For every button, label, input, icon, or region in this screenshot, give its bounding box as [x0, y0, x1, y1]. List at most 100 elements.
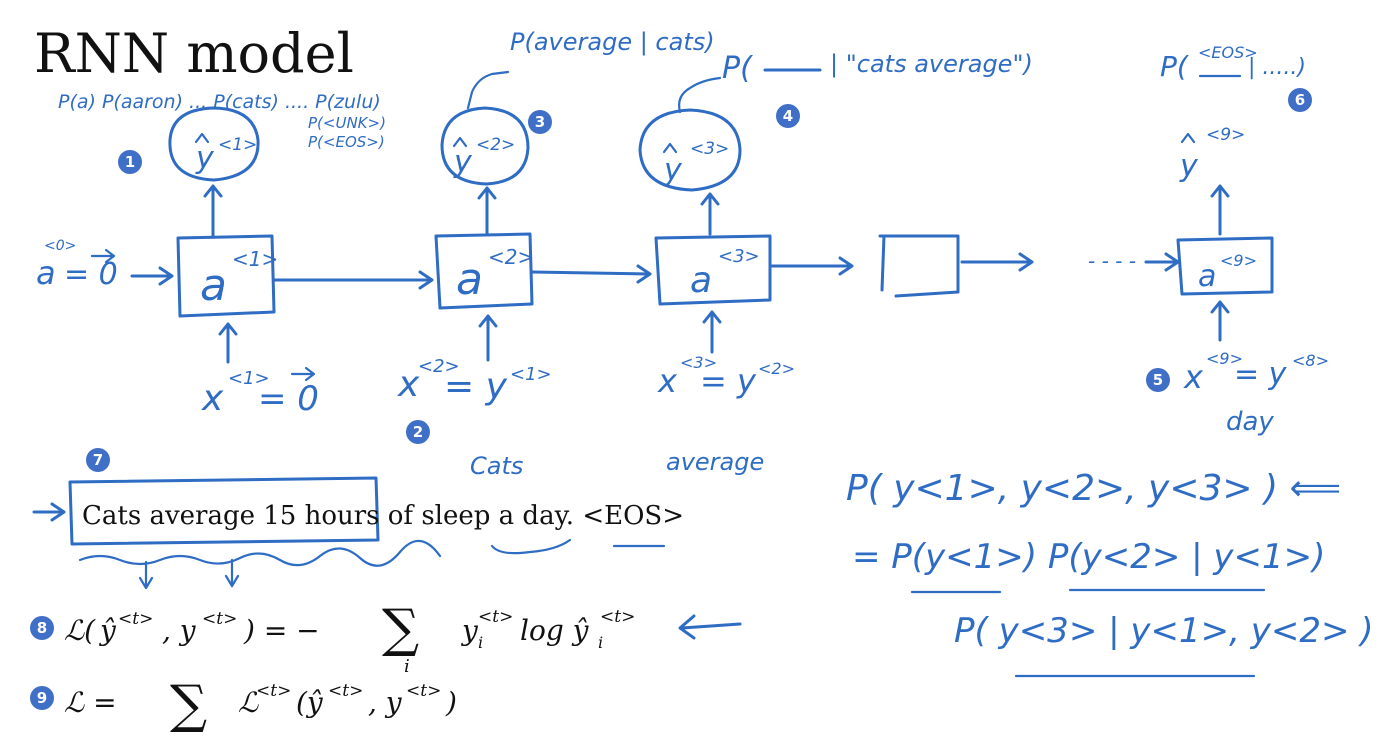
joint-prob-line2: = P(y<1>) P(y<2> | y<1>) [852, 537, 1325, 577]
loss-yi: y [460, 614, 479, 647]
prob-eos-rest: | .....) [1248, 55, 1306, 80]
arrow-x2 [478, 314, 498, 362]
svg-text:5: 5 [1153, 371, 1163, 389]
arrow-4-5 [960, 252, 1034, 272]
a0-base: a [36, 254, 56, 292]
badge-2: 2 [406, 420, 430, 444]
output-sup: <1> [218, 135, 257, 155]
svg-text:8: 8 [37, 619, 47, 637]
cell-sup: <9> [1220, 251, 1257, 270]
sentence-box [68, 476, 380, 546]
arrow-dots-9 [1144, 252, 1180, 272]
prob-average-given-cats: P(average | cats) [510, 28, 715, 56]
output-label: y [195, 141, 215, 176]
cell-sup: <2> [488, 245, 534, 269]
ellipsis-dots: - - - - [1088, 249, 1136, 273]
rnn-cell-9: a <9> [1176, 236, 1274, 296]
output-node-3: y <3> [638, 108, 742, 192]
y-sup: <8> [1292, 351, 1329, 370]
total-L: ℒ = [64, 686, 117, 719]
output-node-2: y <2> [440, 106, 530, 186]
step-loss-equation: ℒ( ŷ <t> , y <t> ) = − ∑ i y i <t> log ŷ… [64, 599, 635, 677]
rnn-cell-2: a <2> [434, 232, 534, 310]
x-sup: <2> [418, 356, 460, 377]
input-x2: x <2> = y <1> [397, 356, 552, 407]
svg-text:6: 6 [1295, 91, 1305, 109]
a0-sup: <0> [44, 238, 76, 254]
total-sum: ∑ [170, 675, 207, 735]
word-day: day [1226, 407, 1274, 437]
output-label: y [1179, 149, 1199, 184]
unk-prob: P(<UNK>) [308, 114, 386, 132]
prob2-leader [466, 70, 510, 110]
badge-8: 8 [30, 616, 54, 640]
badge-7: 7 [86, 448, 110, 472]
loss-log-sub: i [598, 633, 603, 652]
cell-sup: <1> [232, 247, 278, 271]
y-sup: <1> [510, 364, 552, 385]
arrow-1-2 [272, 270, 434, 290]
loss-L: ℒ( [64, 614, 96, 647]
badge-1: 1 [118, 150, 142, 174]
total-t: <t> [256, 681, 291, 701]
loss-t1: <t> [118, 609, 153, 629]
cell-label: a [1198, 259, 1216, 294]
cell-label: a [690, 260, 712, 301]
arrow-up-1 [203, 184, 223, 238]
x-sup: <9> [1206, 349, 1243, 368]
badge-6: 6 [1288, 88, 1312, 112]
loss-sum: ∑ [382, 599, 419, 659]
output-label: y [663, 153, 683, 188]
sentence-squiggle [78, 539, 442, 567]
joint-prob-line1: P( y<1>, y<2>, y<3> ) ⟸ [846, 468, 1341, 509]
loss-t4: <t> [600, 607, 635, 627]
svg-text:7: 7 [93, 451, 103, 469]
arrow-a0 [130, 266, 174, 286]
rnn-cell-3: a <3> [654, 234, 772, 306]
arrow-up-3 [700, 192, 720, 236]
arrow-x9 [1210, 300, 1230, 342]
x-base: x [1183, 358, 1204, 396]
total-args: (ŷ [296, 686, 324, 719]
output-sup: <9> [1206, 125, 1245, 145]
a0-eq: = 0 [64, 257, 118, 292]
arrow-up-9 [1210, 184, 1230, 236]
input-x1: x <1> = 0 [201, 366, 319, 419]
total-y: , y [368, 686, 403, 719]
badge-9: 9 [30, 686, 54, 710]
word-cats: Cats [470, 452, 523, 480]
arrow-up-2 [477, 186, 497, 236]
svg-text:4: 4 [783, 107, 793, 125]
total-t2: <t> [328, 681, 363, 701]
prob3-leader [678, 76, 722, 114]
rnn-cell-1: a <1> [176, 234, 278, 318]
cell-label: a [200, 260, 227, 311]
x-sup: <3> [680, 353, 717, 372]
badge-3: 3 [528, 110, 552, 134]
input-x9: x <9> = y <8> [1183, 349, 1329, 396]
input-x3: x <3> = y <2> [657, 353, 795, 400]
prob-next-open: P( [722, 51, 753, 86]
cell-label: a [456, 254, 483, 305]
joint-prob-line3: P( y<3> | y<1>, y<2> ) [954, 611, 1374, 651]
x-eq: = y [1234, 357, 1288, 392]
prob-eos-token: <EOS> [1198, 43, 1258, 62]
total-body: ℒ [238, 686, 259, 719]
vocab-probs-line: P(a) P(aaron) ... P(cats) .... P(zulu) [58, 91, 381, 113]
x-base: x [397, 364, 420, 405]
arrow-3-4 [770, 256, 854, 276]
prob-next-given: | "cats average") [830, 50, 1033, 78]
prob-eos-open: P( [1160, 50, 1189, 83]
word-average: average [666, 448, 764, 476]
arrow-x3 [702, 310, 722, 354]
loss-yi-sub: i [478, 633, 483, 652]
output-sup: <2> [476, 135, 515, 155]
rnn-cell-4 [878, 234, 960, 298]
x-base: x [657, 362, 678, 400]
svg-text:1: 1 [125, 153, 135, 171]
output-label: y [453, 145, 473, 180]
y-sup: <2> [758, 359, 795, 378]
loss-log: log ŷ [520, 614, 590, 647]
output-sup: <3> [690, 139, 729, 159]
loss-yhat: ŷ [98, 614, 117, 647]
